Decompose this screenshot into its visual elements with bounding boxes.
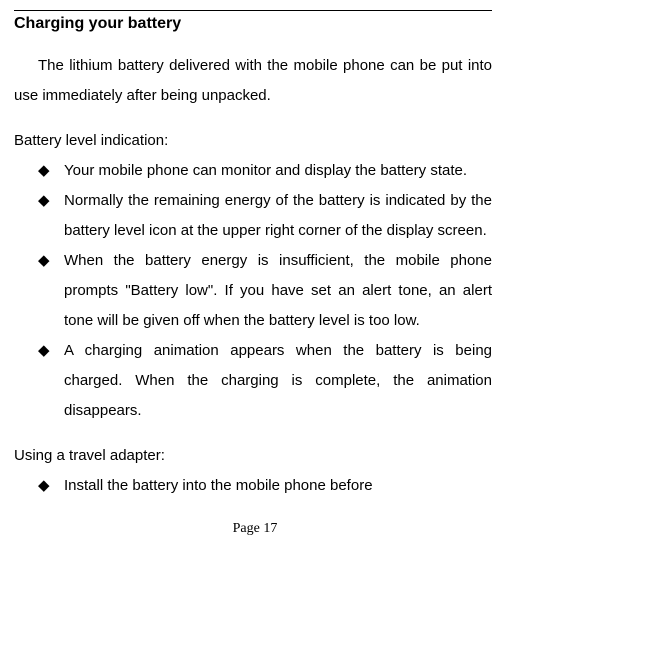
subheading-1: Battery level indication: — [14, 126, 492, 156]
intro-paragraph: The lithium battery delivered with the m… — [14, 51, 492, 111]
list-item: ◆ Install the battery into the mobile ph… — [14, 471, 492, 501]
list-item-text: Install the battery into the mobile phon… — [64, 471, 492, 501]
list-item-text: A charging animation appears when the ba… — [64, 336, 492, 426]
section-heading: Charging your battery — [14, 15, 492, 33]
list-item: ◆ When the battery energy is insufficien… — [14, 246, 492, 336]
list-item: ◆ Your mobile phone can monitor and disp… — [14, 156, 492, 186]
page-number: Page 17 — [0, 521, 510, 537]
list-item-text: When the battery energy is insufficient,… — [64, 246, 492, 336]
diamond-bullet-icon: ◆ — [14, 186, 64, 246]
diamond-bullet-icon: ◆ — [14, 156, 64, 186]
list-item: ◆ Normally the remaining energy of the b… — [14, 186, 492, 246]
diamond-bullet-icon: ◆ — [14, 471, 64, 501]
list-item-text: Your mobile phone can monitor and displa… — [64, 156, 492, 186]
subheading-2: Using a travel adapter: — [14, 441, 492, 471]
diamond-bullet-icon: ◆ — [14, 246, 64, 336]
list-item-text: Normally the remaining energy of the bat… — [64, 186, 492, 246]
bullet-list-2: ◆ Install the battery into the mobile ph… — [14, 471, 492, 501]
document-page: Charging your battery The lithium batter… — [0, 0, 510, 511]
bullet-list-1: ◆ Your mobile phone can monitor and disp… — [14, 156, 492, 426]
top-rule — [14, 10, 492, 11]
list-item: ◆ A charging animation appears when the … — [14, 336, 492, 426]
diamond-bullet-icon: ◆ — [14, 336, 64, 426]
